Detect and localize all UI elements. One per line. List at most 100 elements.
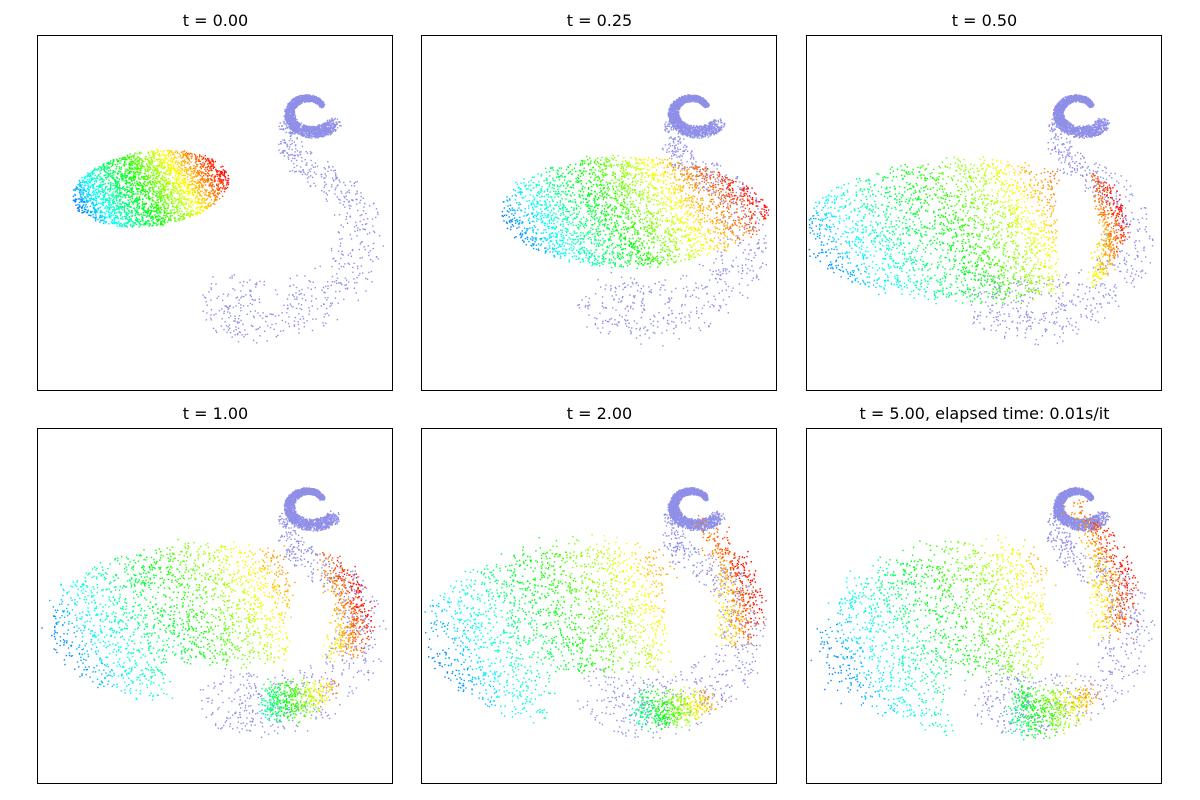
source-point: [188, 190, 190, 192]
source-point: [209, 193, 211, 195]
source-point: [215, 195, 217, 197]
source-point: [155, 181, 158, 183]
target-point: [328, 123, 330, 125]
source-point: [129, 182, 131, 184]
source-point: [210, 165, 213, 168]
target-point: [227, 311, 229, 313]
target-point: [287, 103, 289, 105]
target-point: [236, 296, 238, 298]
target-point: [285, 115, 287, 117]
source-point: [182, 155, 184, 157]
source-point: [156, 171, 159, 174]
source-point: [112, 222, 114, 225]
source-point: [144, 173, 146, 175]
source-point: [136, 158, 138, 160]
source-point: [222, 174, 224, 176]
target-point: [327, 134, 330, 136]
target-point: [349, 216, 352, 218]
source-point: [93, 191, 96, 193]
source-point: [137, 188, 139, 190]
target-point: [294, 102, 296, 104]
source-point: [130, 220, 133, 222]
source-point: [117, 222, 119, 225]
source-point: [101, 204, 104, 206]
source-point: [189, 205, 192, 207]
source-point: [191, 188, 194, 191]
source-point: [176, 187, 178, 189]
target-point: [372, 260, 374, 263]
source-point: [190, 152, 192, 155]
target-point: [382, 245, 385, 247]
source-point: [99, 198, 102, 200]
source-point: [150, 171, 153, 174]
source-point: [129, 165, 131, 167]
source-point: [162, 151, 164, 154]
target-point: [335, 174, 337, 176]
target-point: [371, 281, 373, 283]
target-point: [227, 293, 230, 295]
target-point: [292, 100, 294, 102]
target-point: [310, 126, 313, 128]
source-point: [169, 154, 172, 156]
source-point: [174, 151, 176, 154]
target-point: [291, 100, 293, 102]
source-point: [174, 175, 176, 177]
source-point: [179, 195, 181, 198]
source-point: [106, 165, 108, 167]
target-point: [295, 170, 297, 173]
source-point: [105, 205, 108, 207]
source-point: [123, 210, 126, 212]
source-point: [98, 216, 101, 219]
source-point: [224, 170, 226, 172]
target-point: [335, 121, 337, 123]
source-point: [203, 197, 205, 200]
source-point: [146, 177, 149, 180]
source-point: [200, 194, 202, 196]
source-point: [146, 170, 149, 172]
target-point: [326, 124, 329, 126]
target-point: [293, 166, 296, 169]
source-point: [121, 177, 124, 180]
source-point: [178, 190, 180, 193]
source-point: [86, 200, 89, 202]
source-point: [124, 195, 126, 197]
source-point: [115, 216, 117, 219]
target-point: [287, 103, 289, 106]
target-point: [266, 315, 268, 318]
target-point: [306, 100, 309, 103]
source-point: [134, 215, 136, 217]
source-point: [91, 211, 93, 214]
source-point: [152, 153, 154, 155]
source-point: [127, 213, 130, 215]
target-point: [295, 106, 297, 108]
source-point: [146, 191, 149, 193]
target-point: [290, 119, 292, 121]
target-point: [325, 132, 327, 134]
source-point: [176, 209, 179, 211]
source-point: [186, 162, 188, 164]
target-point: [309, 132, 312, 134]
source-point: [145, 220, 147, 223]
source-point: [92, 187, 94, 189]
source-point: [161, 222, 163, 225]
source-point: [183, 184, 186, 187]
source-point: [138, 153, 141, 155]
target-point: [369, 250, 372, 252]
target-point: [310, 168, 312, 170]
target-point: [352, 271, 354, 273]
source-point: [76, 187, 79, 189]
source-point: [137, 170, 139, 172]
target-point: [333, 124, 335, 126]
target-point: [316, 165, 319, 167]
target-point: [344, 263, 346, 265]
source-point: [183, 150, 185, 153]
source-point: [202, 156, 205, 158]
source-point: [162, 162, 164, 165]
target-point: [304, 130, 306, 132]
source-point: [133, 199, 136, 202]
source-point: [106, 199, 108, 201]
source-point: [112, 193, 114, 195]
target-point: [295, 99, 298, 101]
source-point: [191, 192, 194, 194]
source-point: [226, 186, 229, 189]
